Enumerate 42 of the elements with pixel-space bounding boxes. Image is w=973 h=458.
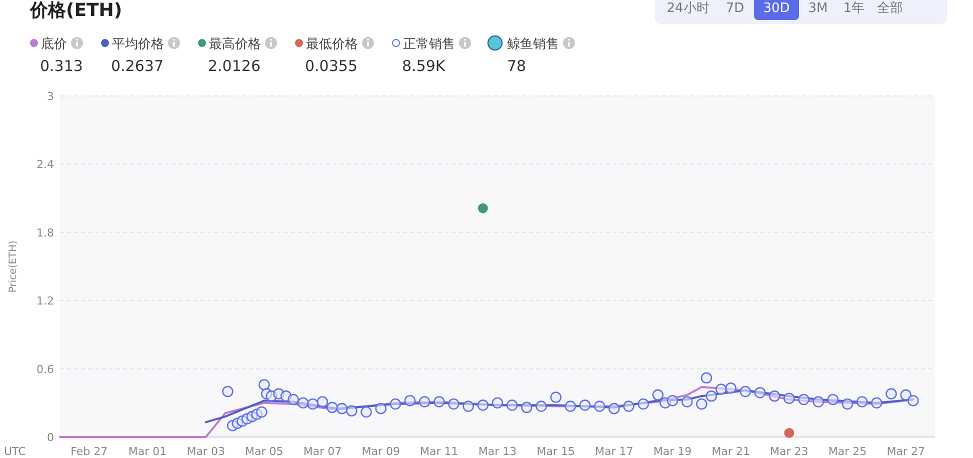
text: 0.313 (40, 57, 83, 75)
text: 全部 (877, 1, 903, 16)
text: 0.0355 (305, 57, 358, 75)
text: 1年 (843, 1, 865, 16)
legend-label: 最低价格 (306, 37, 358, 52)
y-tick-label: 1.2 (36, 294, 54, 308)
y-tick-label: 2.4 (36, 158, 54, 172)
legend-label: 平均价格 (112, 37, 164, 52)
x-tick-label: Mar 03 (186, 445, 225, 458)
x-tick-label: Feb 27 (70, 445, 108, 458)
text: 0.2637 (111, 57, 164, 75)
x-tick-label: Mar 13 (478, 445, 517, 458)
y-tick-label: 0 (47, 431, 54, 444)
y-tick-label: 0.6 (36, 362, 54, 376)
x-tick-label: Mar 07 (303, 445, 342, 458)
text: 3M (808, 1, 828, 16)
x-tick-label: Mar 15 (536, 445, 575, 458)
text: 7D (726, 1, 744, 16)
legend-label: 最高价格 (209, 36, 261, 52)
x-tick-label: Mar 23 (770, 445, 808, 458)
x-tick-label: Mar 19 (653, 445, 692, 458)
y-tick-label: 1.8 (36, 226, 54, 240)
x-tick-label: Mar 21 (712, 445, 750, 458)
x-tick-label: Mar 11 (420, 445, 458, 458)
text: 30D (763, 1, 790, 16)
x-tick-label: Mar 09 (362, 445, 400, 458)
text: 8.59K (402, 57, 446, 75)
text: UTC (4, 445, 26, 458)
chart-title: 价格(ETH) (29, 0, 122, 21)
x-tick-label: Mar 27 (886, 445, 925, 458)
x-tick-label: Mar 17 (595, 445, 634, 458)
y-tick-label: 3 (47, 90, 54, 103)
y-axis-title: Price(ETH) (8, 240, 19, 293)
x-tick-label: Mar 05 (245, 445, 284, 458)
legend-label: 底价 (41, 37, 67, 52)
text: 鲸鱼销售 (507, 37, 559, 52)
legend-label: 正常销售 (403, 37, 455, 52)
x-tick-label: Mar 01 (128, 445, 167, 458)
text: 24小时 (666, 1, 710, 16)
x-tick-label: Mar 25 (828, 445, 867, 458)
text: 78 (507, 57, 526, 75)
text: 2.0126 (208, 57, 260, 75)
